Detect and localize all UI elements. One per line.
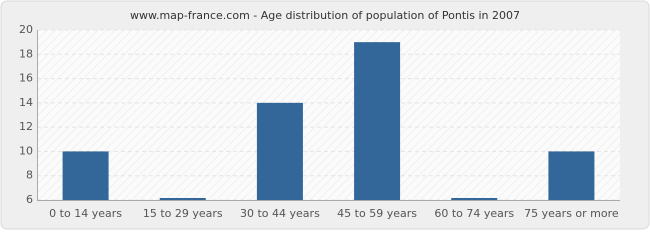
y-tick-label: 12 — [19, 120, 33, 133]
y-tick-label: 10 — [19, 144, 33, 157]
x-tick-label: 75 years or more — [524, 207, 619, 220]
y-tick-label: 8 — [26, 169, 33, 182]
bar — [354, 42, 401, 201]
x-tick-label: 0 to 14 years — [49, 207, 122, 220]
y-tick-label: 20 — [19, 23, 33, 36]
y-tick-label: 18 — [19, 47, 33, 60]
bar — [159, 198, 206, 200]
bar — [256, 102, 303, 200]
x-tick-label: 30 to 44 years — [240, 207, 320, 220]
bar — [62, 151, 109, 200]
x-tick-label: 15 to 29 years — [143, 207, 223, 220]
page: www.map-france.com - Age distribution of… — [0, 0, 650, 230]
y-tick-label: 16 — [19, 72, 33, 85]
chart: www.map-france.com - Age distribution of… — [0, 0, 650, 230]
x-tick-label: 60 to 74 years — [434, 207, 514, 220]
bar — [548, 151, 595, 200]
y-tick-label: 6 — [26, 193, 33, 206]
x-tick-label: 45 to 59 years — [337, 207, 417, 220]
y-tick-label: 14 — [19, 96, 33, 109]
chart-title: www.map-france.com - Age distribution of… — [130, 9, 520, 22]
plot-area — [37, 30, 620, 200]
bar — [451, 198, 498, 200]
